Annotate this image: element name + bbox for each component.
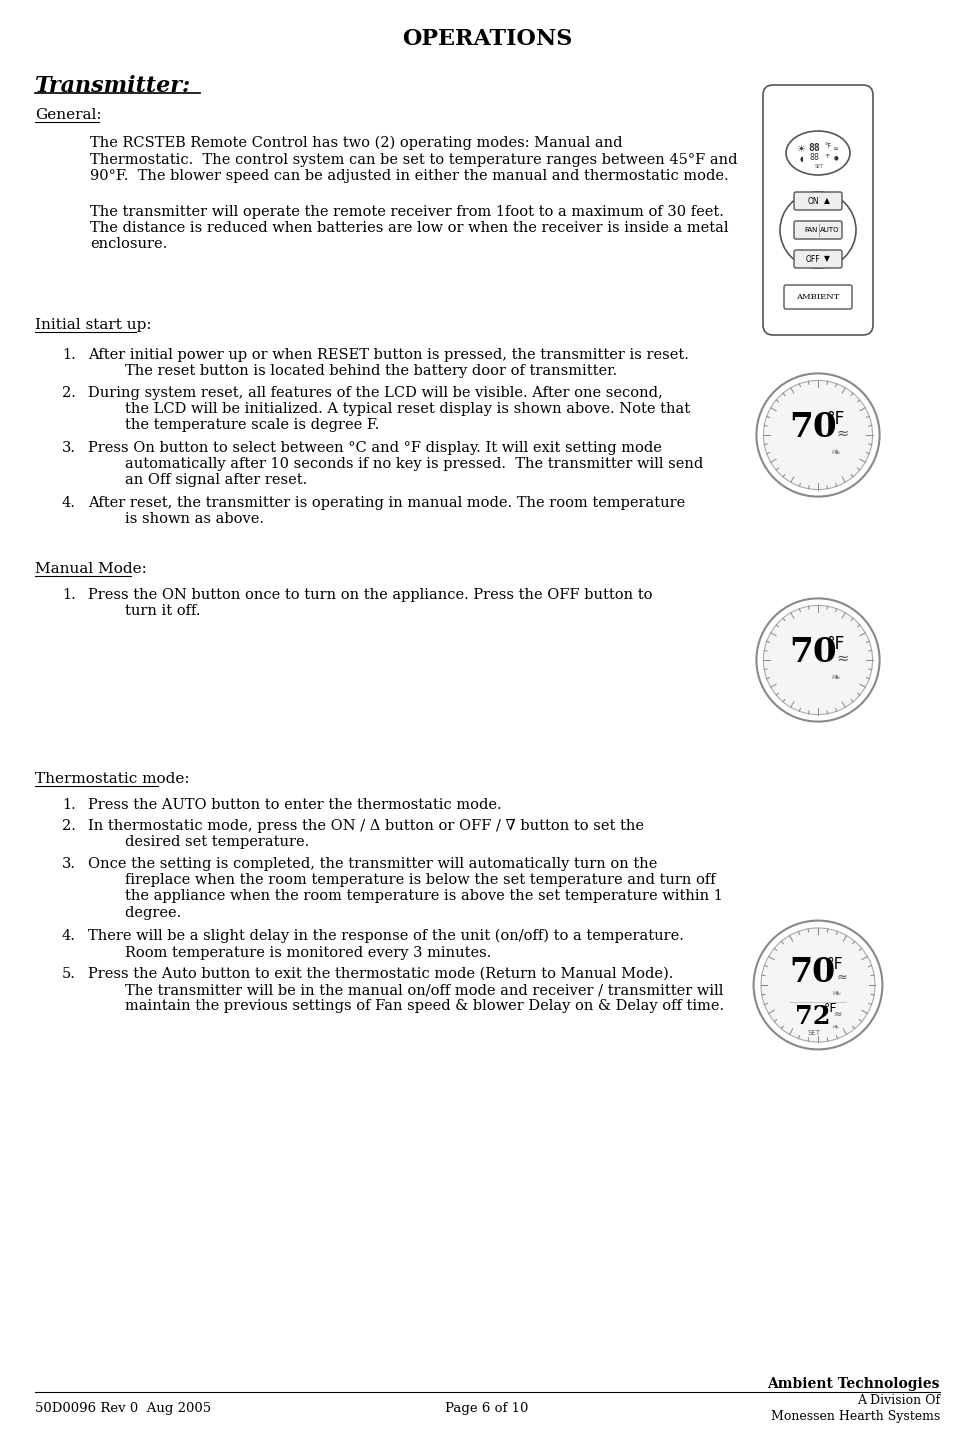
- Text: °F: °F: [824, 1003, 838, 1016]
- Text: ▲: ▲: [824, 196, 830, 206]
- Text: 4.: 4.: [62, 496, 76, 510]
- Text: ON: ON: [807, 196, 819, 206]
- Text: After initial power up or when RESET button is pressed, the transmitter is reset: After initial power up or when RESET but…: [88, 347, 689, 378]
- Text: ❧: ❧: [831, 447, 840, 460]
- Text: General:: General:: [35, 108, 101, 122]
- Text: ❧: ❧: [831, 672, 840, 684]
- Ellipse shape: [786, 131, 850, 174]
- FancyBboxPatch shape: [794, 192, 842, 210]
- Ellipse shape: [763, 380, 873, 490]
- Text: °F: °F: [824, 154, 830, 160]
- Text: OPERATIONS: OPERATIONS: [402, 27, 572, 50]
- Text: Manual Mode:: Manual Mode:: [35, 562, 147, 576]
- Text: 1.: 1.: [62, 588, 76, 602]
- Text: 2.: 2.: [62, 818, 76, 833]
- Text: Ambient Technologies: Ambient Technologies: [767, 1378, 940, 1391]
- Text: Press the AUTO button to enter the thermostatic mode.: Press the AUTO button to enter the therm…: [88, 798, 501, 811]
- Ellipse shape: [757, 373, 879, 497]
- FancyBboxPatch shape: [784, 285, 852, 308]
- Ellipse shape: [780, 192, 856, 268]
- Text: FAN: FAN: [804, 228, 818, 233]
- Text: 70: 70: [790, 955, 836, 989]
- Text: Press the ON button once to turn on the appliance. Press the OFF button to
     : Press the ON button once to turn on the …: [88, 588, 652, 618]
- Text: Monessen Hearth Systems: Monessen Hearth Systems: [771, 1409, 940, 1424]
- Text: Initial start up:: Initial start up:: [35, 318, 152, 331]
- Text: After reset, the transmitter is operating in manual mode. The room temperature
 : After reset, the transmitter is operatin…: [88, 496, 685, 526]
- Ellipse shape: [760, 928, 875, 1042]
- Text: ❧: ❧: [831, 1023, 838, 1032]
- Text: 72: 72: [795, 1004, 831, 1029]
- Text: Thermostatic mode:: Thermostatic mode:: [35, 772, 189, 785]
- Text: SET: SET: [808, 1030, 821, 1036]
- Text: Page 6 of 10: Page 6 of 10: [446, 1402, 528, 1415]
- Text: 4.: 4.: [62, 929, 76, 942]
- Text: 70: 70: [789, 412, 837, 444]
- Text: 2.: 2.: [62, 386, 76, 401]
- Text: 1.: 1.: [62, 347, 76, 362]
- Ellipse shape: [763, 605, 873, 715]
- Text: 70: 70: [789, 637, 837, 670]
- Text: ▼: ▼: [824, 255, 830, 264]
- Text: Press the Auto button to exit the thermostatic mode (Return to Manual Mode).
   : Press the Auto button to exit the thermo…: [88, 967, 724, 1013]
- Text: ◖: ◖: [800, 156, 803, 161]
- Text: OFF: OFF: [805, 255, 820, 264]
- Text: ≈: ≈: [837, 971, 847, 984]
- Text: °F: °F: [826, 957, 842, 973]
- Text: 3.: 3.: [62, 441, 76, 455]
- Text: The RCSTEB Remote Control has two (2) operating modes: Manual and
Thermostatic. : The RCSTEB Remote Control has two (2) op…: [90, 135, 737, 183]
- Text: AUTO: AUTO: [820, 228, 839, 233]
- Text: A Division Of: A Division Of: [857, 1393, 940, 1406]
- Text: 50D0096 Rev 0  Aug 2005: 50D0096 Rev 0 Aug 2005: [35, 1402, 212, 1415]
- Ellipse shape: [754, 921, 882, 1049]
- Text: AMBIENT: AMBIENT: [797, 293, 839, 301]
- Text: The transmitter will operate the remote receiver from 1foot to a maximum of 30 f: The transmitter will operate the remote …: [90, 205, 728, 251]
- Ellipse shape: [757, 598, 879, 722]
- FancyBboxPatch shape: [763, 85, 873, 334]
- Text: 3.: 3.: [62, 857, 76, 870]
- Text: 1.: 1.: [62, 798, 76, 811]
- Text: °F: °F: [827, 411, 844, 428]
- Text: There will be a slight delay in the response of the unit (on/off) to a temperatu: There will be a slight delay in the resp…: [88, 929, 683, 960]
- Text: ≈: ≈: [837, 425, 849, 441]
- Text: 5.: 5.: [62, 967, 76, 981]
- Text: ≈: ≈: [837, 651, 849, 666]
- Text: °F: °F: [827, 635, 844, 653]
- Text: °F: °F: [824, 143, 832, 148]
- Text: During system reset, all features of the LCD will be visible. After one second,
: During system reset, all features of the…: [88, 386, 690, 432]
- Text: 88: 88: [809, 154, 819, 163]
- Text: 88: 88: [808, 143, 820, 153]
- Text: SET: SET: [814, 163, 824, 169]
- Text: Once the setting is completed, the transmitter will automatically turn on the
  : Once the setting is completed, the trans…: [88, 857, 722, 919]
- Text: ❧: ❧: [832, 989, 841, 999]
- FancyBboxPatch shape: [794, 249, 842, 268]
- Text: ≈: ≈: [832, 146, 838, 151]
- Text: ☀: ☀: [797, 144, 805, 154]
- Text: Press On button to select between °C and °F display. It will exit setting mode
 : Press On button to select between °C and…: [88, 441, 703, 487]
- Text: Transmitter:: Transmitter:: [35, 75, 191, 97]
- Text: ≈: ≈: [834, 1010, 842, 1019]
- Text: In thermostatic mode, press the ON / Δ button or OFF / ∇ button to set the
     : In thermostatic mode, press the ON / Δ b…: [88, 818, 644, 849]
- FancyBboxPatch shape: [794, 220, 842, 239]
- Text: ●: ●: [834, 156, 838, 160]
